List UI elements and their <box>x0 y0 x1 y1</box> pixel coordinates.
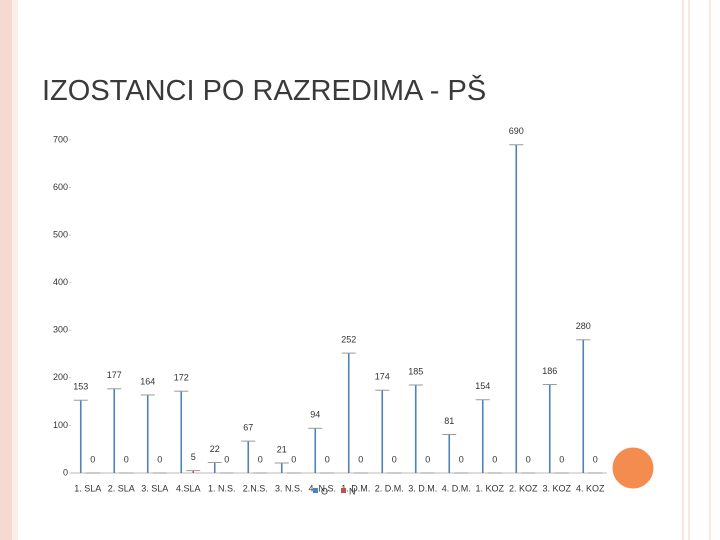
x-tick-label: 3. KOZ <box>542 483 571 493</box>
x-tick-label: 4. N.S. <box>308 483 336 493</box>
legend-swatch <box>313 488 318 493</box>
value-label: 177 <box>107 370 122 380</box>
left-border-inner <box>12 0 18 540</box>
value-label: 0 <box>124 454 129 464</box>
value-label: 0 <box>593 454 598 464</box>
value-label: 174 <box>375 372 390 382</box>
y-tick-label: 500 <box>53 230 68 240</box>
x-tick-label: 4. D.M. <box>442 483 471 493</box>
x-tick-label: 2. SLA <box>108 483 135 493</box>
value-label: 0 <box>157 454 162 464</box>
bar <box>247 441 250 473</box>
value-label: 0 <box>459 454 464 464</box>
value-label: 22 <box>210 444 220 454</box>
value-label: 164 <box>140 376 155 386</box>
value-label: 81 <box>444 416 454 426</box>
value-label: 0 <box>358 454 363 464</box>
y-tick-label: 700 <box>53 134 68 144</box>
bar <box>280 463 283 473</box>
x-tick-label: 3. N.S. <box>275 483 303 493</box>
x-tick-label: 4. KOZ <box>576 483 605 493</box>
value-label: 186 <box>542 366 557 376</box>
x-tick-label: 2.N.S. <box>243 483 268 493</box>
bar <box>448 434 451 473</box>
value-label: 154 <box>475 381 490 391</box>
x-tick-label: 2. KOZ <box>509 483 538 493</box>
chart-title: IZOSTANCI PO RAZREDIMA - PŠ <box>42 73 486 107</box>
value-label: 94 <box>310 410 320 420</box>
value-label: 0 <box>291 454 296 464</box>
x-tick-label: 4.SLA <box>176 483 201 493</box>
y-tick-label: 300 <box>53 325 68 335</box>
value-label: 0 <box>224 454 229 464</box>
value-label: 153 <box>73 382 88 392</box>
value-label: 252 <box>341 334 356 344</box>
decor-circle <box>609 444 657 492</box>
x-tick-label: 1. D.M. <box>341 483 370 493</box>
x-tick-label: 3. D.M. <box>408 483 437 493</box>
value-label: 21 <box>277 444 287 454</box>
y-tick-label: 100 <box>53 420 68 430</box>
value-label: 0 <box>425 454 430 464</box>
bar <box>113 388 116 473</box>
value-label: 0 <box>492 454 497 464</box>
value-label: 0 <box>90 454 95 464</box>
bar <box>582 339 585 473</box>
y-tick-label: 400 <box>53 277 68 287</box>
value-label: 0 <box>258 454 263 464</box>
left-border <box>0 0 12 540</box>
bar <box>414 384 417 473</box>
value-label: 690 <box>509 126 524 136</box>
value-label: 0 <box>325 454 330 464</box>
value-label: 185 <box>408 366 423 376</box>
value-label: 280 <box>576 321 591 331</box>
bar <box>481 399 484 473</box>
bar <box>79 400 82 473</box>
x-tick-label: 3. SLA <box>141 483 168 493</box>
y-tick-label: 0 <box>63 467 68 477</box>
y-tick-label: 200 <box>53 372 68 382</box>
bar <box>146 394 149 473</box>
legend-label: O <box>321 486 328 496</box>
bar <box>192 470 195 473</box>
bar <box>314 428 317 473</box>
x-tick-label: 1. SLA <box>74 483 101 493</box>
value-label: 0 <box>559 454 564 464</box>
legend-label: N <box>349 486 356 496</box>
y-tick-label: 600 <box>53 182 68 192</box>
bar <box>515 144 518 473</box>
x-tick-label: 2. D.M. <box>375 483 404 493</box>
bar <box>347 353 350 473</box>
value-label: 5 <box>191 452 196 462</box>
x-tick-label: 1. KOZ <box>475 483 504 493</box>
bar <box>548 384 551 473</box>
value-label: 0 <box>392 454 397 464</box>
bar <box>381 390 384 473</box>
value-label: 0 <box>526 454 531 464</box>
bar <box>213 462 216 473</box>
bar <box>180 391 183 473</box>
legend-swatch <box>341 488 346 493</box>
x-tick-label: 1. N.S. <box>208 483 236 493</box>
value-label: 172 <box>174 373 189 383</box>
value-label: 67 <box>243 423 253 433</box>
